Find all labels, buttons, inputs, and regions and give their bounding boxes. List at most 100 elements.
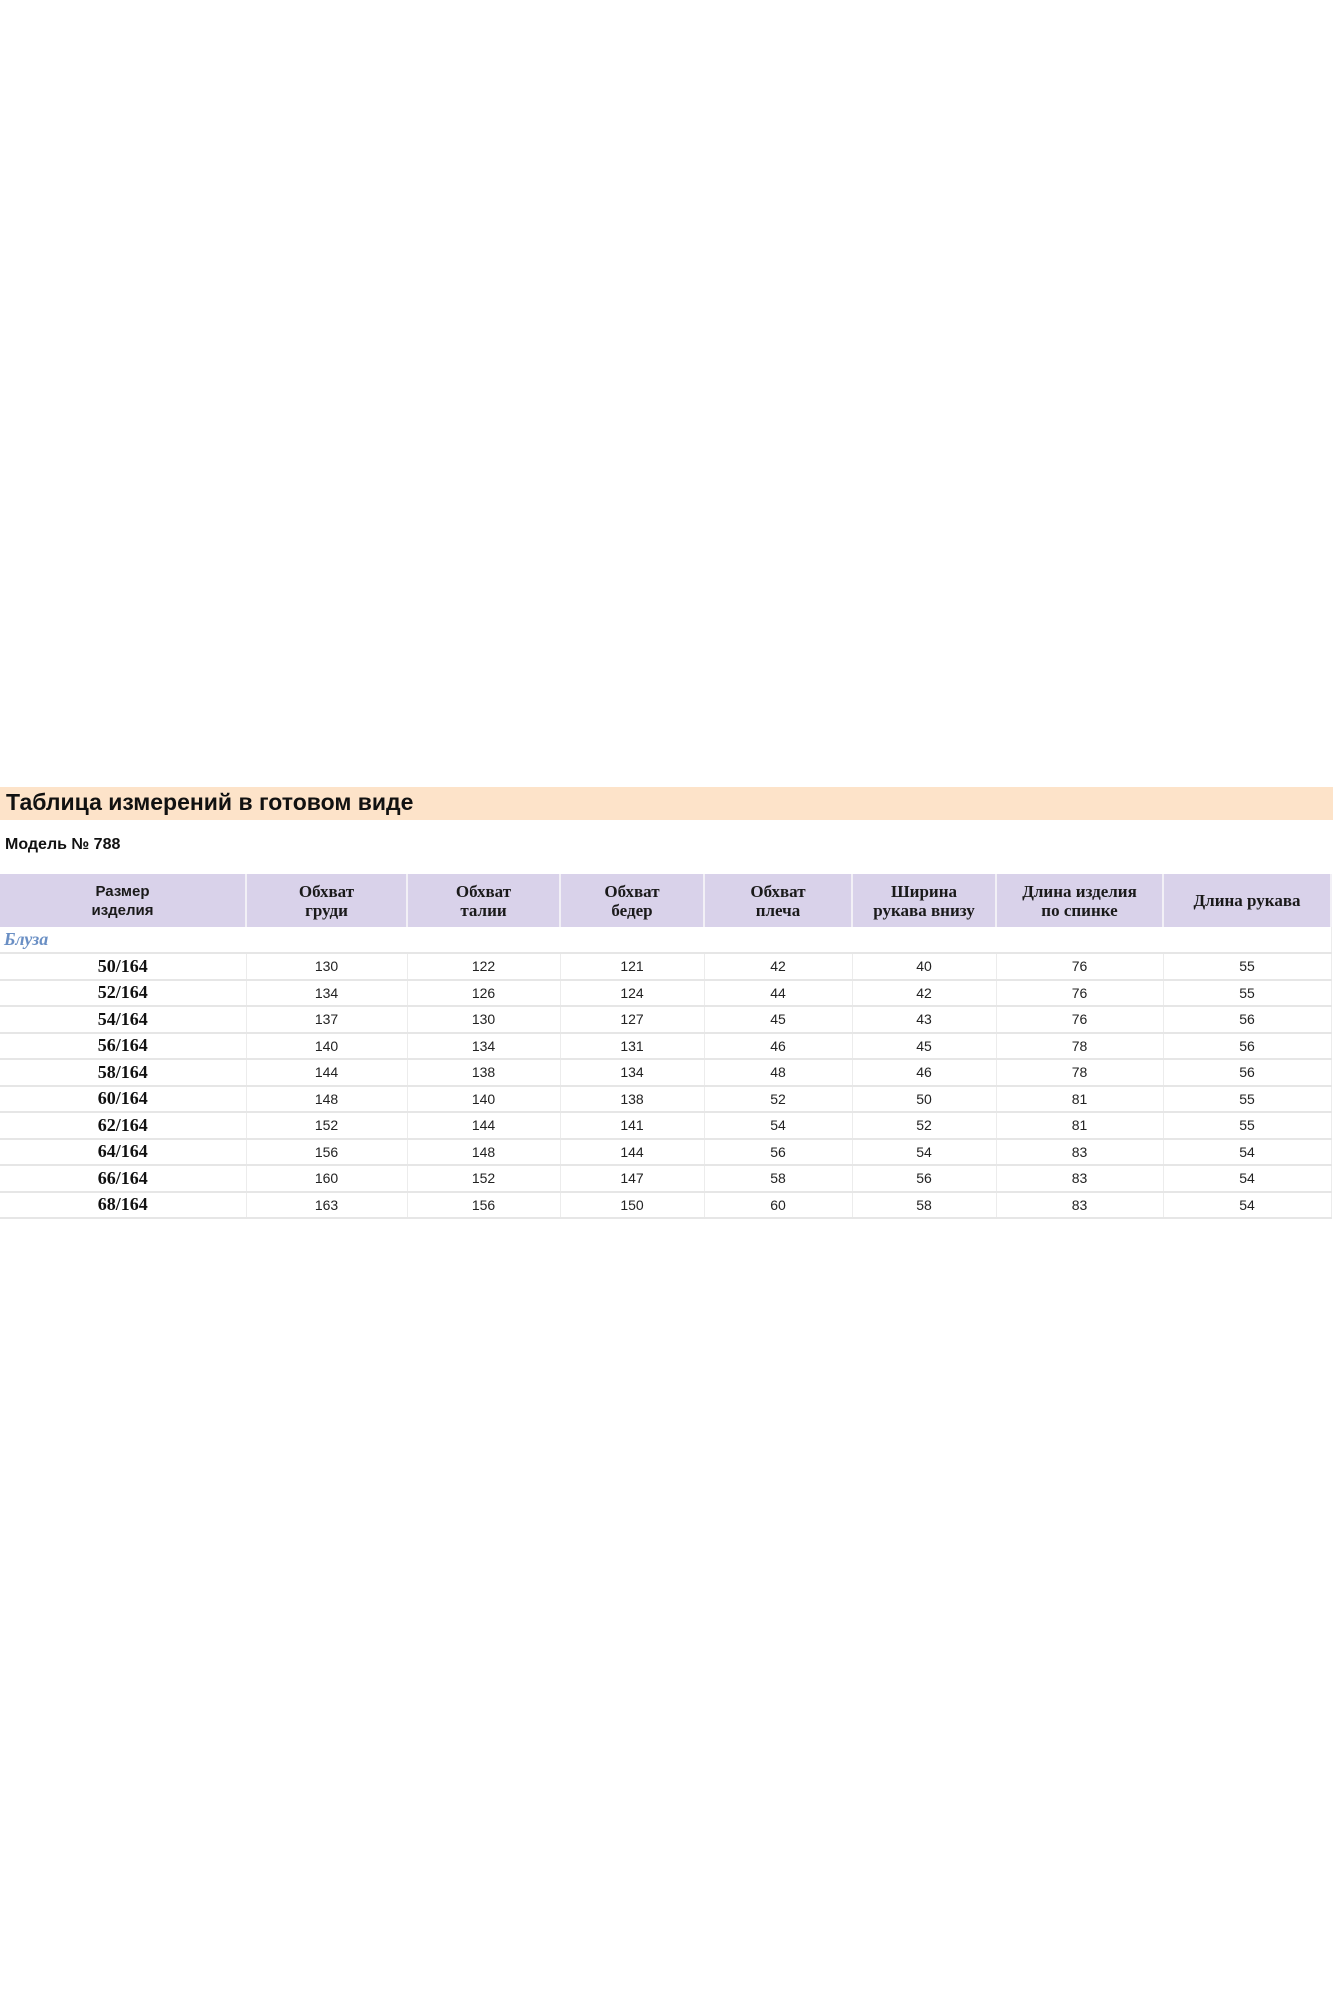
value-cell: 78 (996, 1032, 1164, 1060)
value-cell: 60 (704, 1191, 853, 1219)
column-header: Обхват талии (407, 874, 561, 927)
value-cell: 42 (852, 979, 997, 1007)
column-header: Обхват плеча (704, 874, 853, 927)
size-cell: 50/164 (0, 953, 247, 981)
value-cell: 144 (246, 1059, 408, 1087)
value-cell: 56 (1163, 1006, 1332, 1034)
header-label: плеча (755, 900, 801, 920)
value-cell: 138 (560, 1085, 705, 1113)
value-cell: 141 (560, 1112, 705, 1140)
value-cell: 134 (246, 979, 408, 1007)
header-label: груди (305, 900, 348, 920)
value-cell: 58 (704, 1165, 853, 1193)
section-label: Блуза (0, 927, 1332, 954)
value-cell: 76 (996, 953, 1164, 981)
value-cell: 130 (246, 953, 408, 981)
value-cell: 55 (1163, 1112, 1332, 1140)
header-label: Длина рукава (1193, 891, 1301, 910)
header-label: Размер (95, 882, 150, 900)
page-title: Таблица измерений в готовом виде (6, 789, 414, 815)
value-cell: 81 (996, 1085, 1164, 1113)
header-row: Размер изделия Обхват груди Обхват талии Обхва… (0, 874, 1332, 927)
value-cell: 156 (246, 1138, 408, 1166)
table-row: 56/164 140 134 131 46 45 78 56 (0, 1032, 1332, 1060)
column-header: Ширина рукава внизу (852, 874, 997, 927)
value-cell: 44 (704, 979, 853, 1007)
table-row: 68/164 163 156 150 60 58 83 54 (0, 1191, 1332, 1219)
column-header: Размер изделия (0, 874, 247, 927)
value-cell: 83 (996, 1165, 1164, 1193)
value-cell: 54 (1163, 1138, 1332, 1166)
value-cell: 52 (704, 1085, 853, 1113)
value-cell: 48 (704, 1059, 853, 1087)
value-cell: 52 (852, 1112, 997, 1140)
value-cell: 58 (852, 1191, 997, 1219)
value-cell: 43 (852, 1006, 997, 1034)
value-cell: 56 (704, 1138, 853, 1166)
value-cell: 42 (704, 953, 853, 981)
value-cell: 148 (246, 1085, 408, 1113)
value-cell: 131 (560, 1032, 705, 1060)
size-cell: 66/164 (0, 1165, 247, 1193)
value-cell: 54 (1163, 1165, 1332, 1193)
value-cell: 56 (852, 1165, 997, 1193)
header-label: рукава внизу (873, 900, 975, 920)
column-header: Длина изделия по спинке (996, 874, 1164, 927)
value-cell: 126 (407, 979, 561, 1007)
value-cell: 55 (1163, 1085, 1332, 1113)
header-label: Обхват (298, 881, 355, 901)
value-cell: 144 (560, 1138, 705, 1166)
table-row: 50/164 130 122 121 42 40 76 55 (0, 953, 1332, 981)
size-cell: 64/164 (0, 1138, 247, 1166)
table-row: 58/164 144 138 134 48 46 78 56 (0, 1059, 1332, 1087)
header-label: Ширина (890, 881, 957, 901)
size-cell: 60/164 (0, 1085, 247, 1113)
value-cell: 144 (407, 1112, 561, 1140)
value-cell: 54 (852, 1138, 997, 1166)
value-cell: 160 (246, 1165, 408, 1193)
value-cell: 46 (704, 1032, 853, 1060)
table-row: 54/164 137 130 127 45 43 76 56 (0, 1006, 1332, 1034)
header-label: Обхват (604, 881, 660, 901)
value-cell: 121 (560, 953, 705, 981)
column-header: Длина рукава (1163, 874, 1332, 927)
value-cell: 55 (1163, 953, 1332, 981)
value-cell: 45 (704, 1006, 853, 1034)
size-cell: 56/164 (0, 1032, 247, 1060)
column-header: Обхват груди (246, 874, 408, 927)
title-bar: Таблица измерений в готовом виде (0, 787, 1333, 820)
header-label: Обхват (750, 881, 806, 901)
value-cell: 163 (246, 1191, 408, 1219)
value-cell: 152 (407, 1165, 561, 1193)
header-label: Длина изделия (1022, 881, 1137, 901)
value-cell: 147 (560, 1165, 705, 1193)
section-row: Блуза (0, 927, 1332, 954)
value-cell: 150 (560, 1191, 705, 1219)
column-header: Обхват бедер (560, 874, 705, 927)
header-label: талии (460, 900, 507, 920)
table-row: 60/164 148 140 138 52 50 81 55 (0, 1085, 1332, 1113)
value-cell: 54 (1163, 1191, 1332, 1219)
value-cell: 124 (560, 979, 705, 1007)
header-label: Обхват (455, 881, 512, 901)
value-cell: 83 (996, 1191, 1164, 1219)
value-cell: 54 (704, 1112, 853, 1140)
value-cell: 156 (407, 1191, 561, 1219)
value-cell: 83 (996, 1138, 1164, 1166)
value-cell: 81 (996, 1112, 1164, 1140)
value-cell: 46 (852, 1059, 997, 1087)
value-cell: 50 (852, 1085, 997, 1113)
value-cell: 140 (407, 1085, 561, 1113)
value-cell: 55 (1163, 979, 1332, 1007)
size-cell: 58/164 (0, 1059, 247, 1087)
value-cell: 40 (852, 953, 997, 981)
value-cell: 152 (246, 1112, 408, 1140)
value-cell: 134 (407, 1032, 561, 1060)
header-label: по спинке (1041, 900, 1118, 920)
model-number: Модель № 788 (5, 836, 121, 853)
value-cell: 138 (407, 1059, 561, 1087)
value-cell: 56 (1163, 1032, 1332, 1060)
table-row: 62/164 152 144 141 54 52 81 55 (0, 1112, 1332, 1140)
value-cell: 130 (407, 1006, 561, 1034)
value-cell: 122 (407, 953, 561, 981)
